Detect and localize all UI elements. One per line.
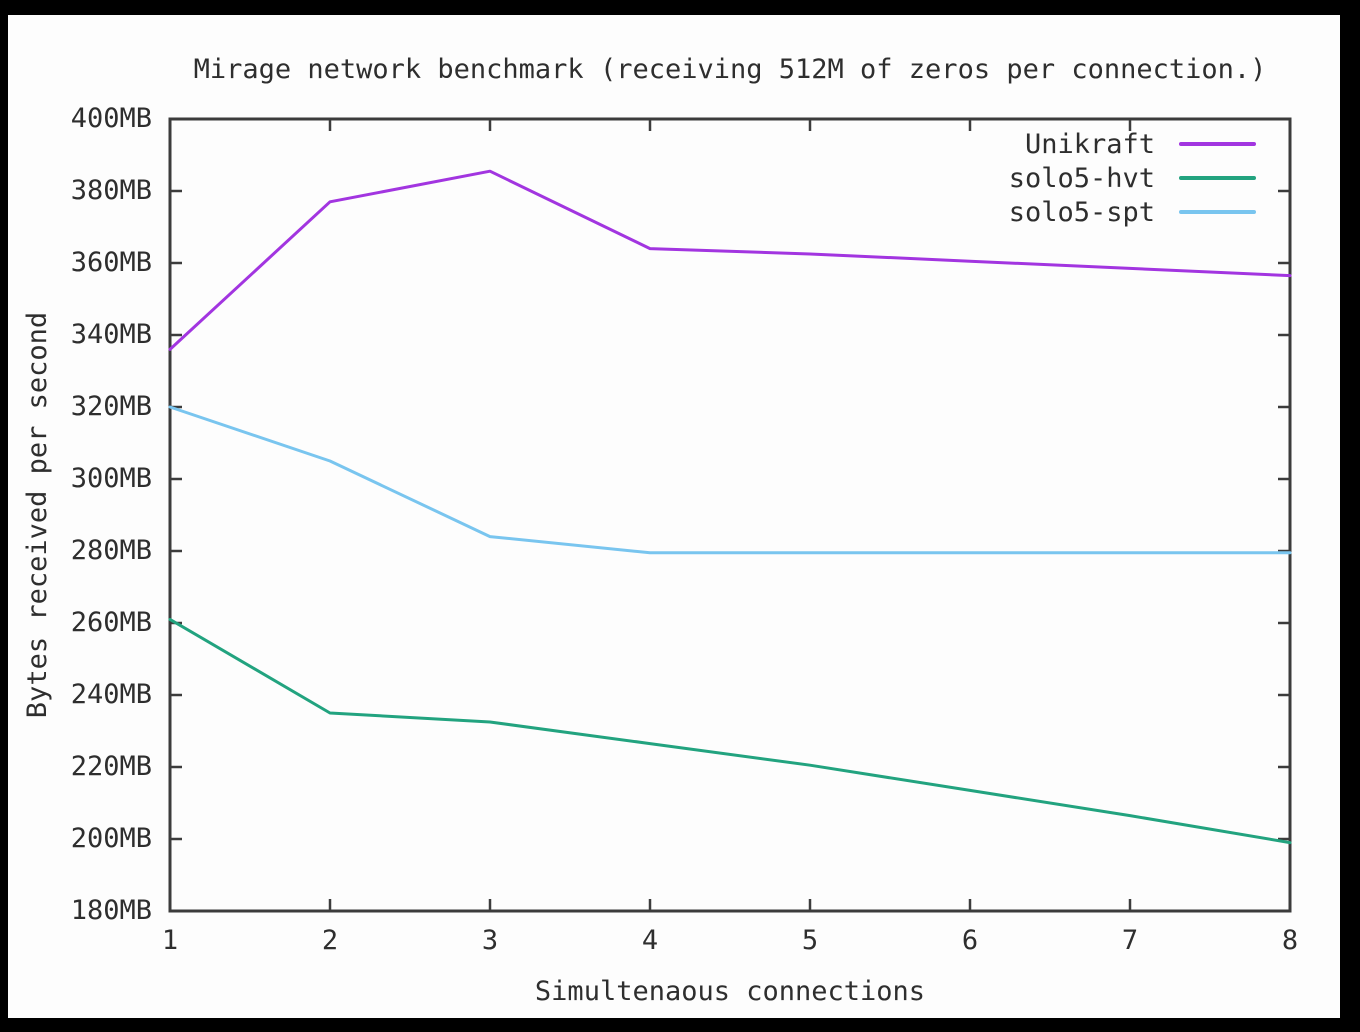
series-line-unikraft [168,169,1292,351]
plot-area [168,117,1292,913]
x-tick-label: 7 [1121,925,1139,956]
legend-item-unikraft: Unikraft [1009,127,1256,161]
y-tick-label: 380MB [70,175,152,206]
legend-label: solo5-hvt [1008,162,1155,194]
x-tick-label: 2 [321,925,339,956]
y-tick-label: 220MB [70,751,152,782]
y-axis-title-text: Bytes received per second [22,311,53,719]
x-tick-label: 4 [641,925,659,956]
y-tick-label: 400MB [70,103,152,134]
legend-item-solo5-spt: solo5-spt [1009,195,1256,229]
chart-title: Mirage network benchmark (receiving 512M… [193,54,1267,85]
series-line-solo5-hvt [168,617,1292,845]
x-axis-title: Simultenaous connections [534,976,926,1007]
x-tick-label: 8 [1281,925,1299,956]
x-tick-label: 1 [161,925,179,956]
legend-line-sample [1179,176,1256,180]
gnuplot-canvas: Mirage network benchmark (receiving 512M… [8,15,1340,1018]
y-tick-label: 340MB [70,319,152,350]
legend-label: solo5-spt [1008,196,1155,228]
y-tick-label: 360MB [70,247,152,278]
y-tick-label: 240MB [70,679,152,710]
x-tick-label: 5 [801,925,819,956]
y-tick-label: 200MB [70,823,152,854]
x-tick-label: 3 [481,925,499,956]
series-line-solo5-spt [168,405,1292,555]
legend: Unikraft solo5-hvt solo5-spt [1009,127,1256,229]
y-tick-label: 280MB [70,535,152,566]
legend-line-sample [1179,142,1256,146]
x-tick-label: 6 [961,925,979,956]
legend-line-sample [1179,210,1256,214]
y-tick-label: 320MB [70,391,152,422]
y-tick-label: 300MB [70,463,152,494]
y-tick-label: 180MB [70,895,152,926]
legend-label: Unikraft [1024,128,1155,160]
plot-border [168,117,1292,913]
legend-item-solo5-hvt: solo5-hvt [1009,161,1256,195]
y-tick-label: 260MB [70,607,152,638]
